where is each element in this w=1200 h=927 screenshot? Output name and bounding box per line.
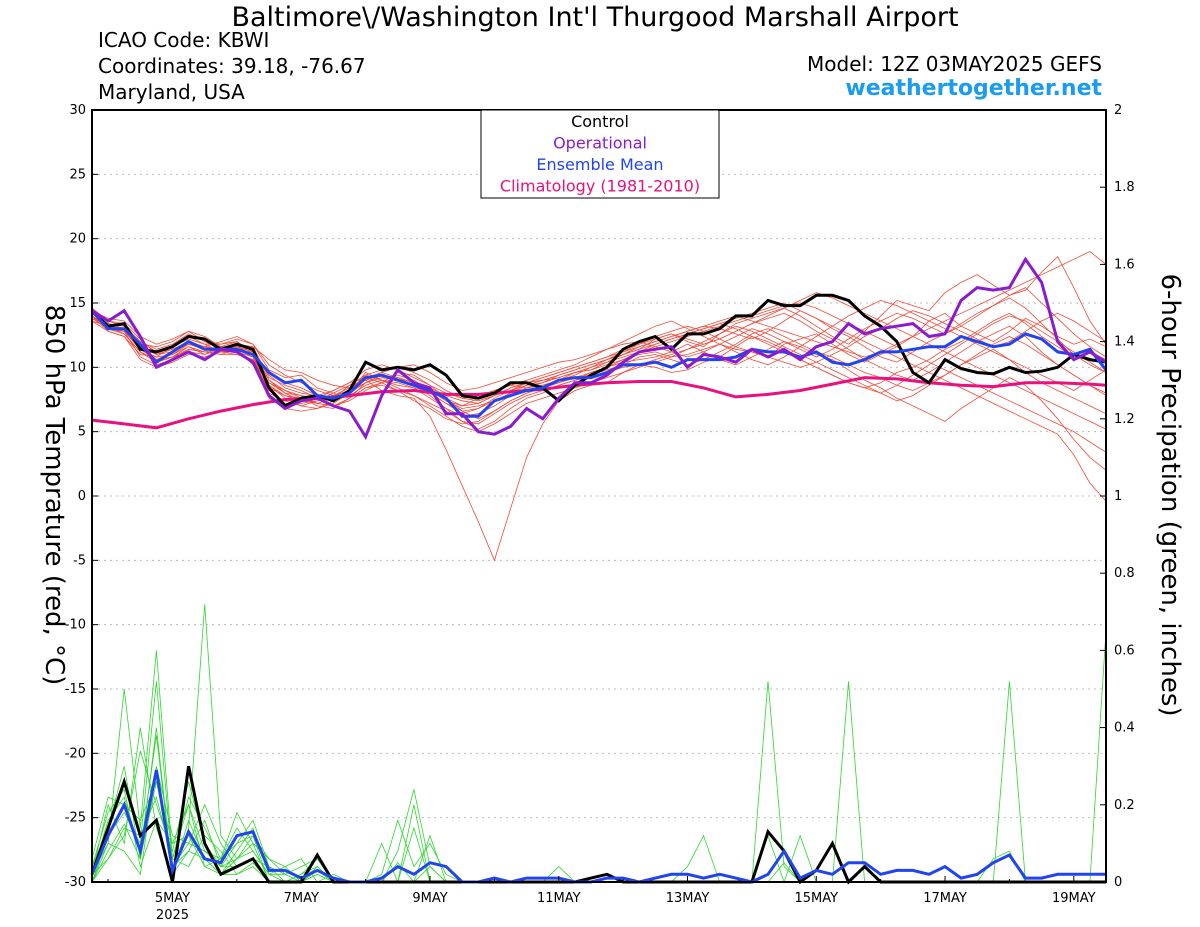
- x-tick-label: 7MAY: [284, 891, 319, 906]
- icao-code: ICAO Code: KBWI: [98, 28, 270, 52]
- y2-tick-label: 0.6: [1114, 643, 1135, 658]
- y2-tick-label: 0: [1114, 875, 1122, 890]
- legend: Control Operational Ensemble Mean Climatolo…: [480, 109, 720, 199]
- right-axis-ticks: 2 1.8 1.6 1.4 1.2 1 0.8 0.6 0.4 0.2 0: [1100, 103, 1135, 890]
- y2-tick-label: 1.2: [1114, 412, 1135, 427]
- y2-tick-label: 1: [1114, 489, 1122, 504]
- y-tick-label: -25: [65, 811, 86, 826]
- precipitation-member-line: [91, 780, 1106, 883]
- temperature-member-line: [91, 310, 1107, 409]
- x-tick-label: 11MAY: [537, 891, 581, 906]
- x-tick-label: 13MAY: [666, 891, 710, 906]
- y-tick-label: 25: [69, 167, 86, 182]
- y-tick-label: -5: [73, 553, 86, 568]
- precipitation-members: [91, 604, 1107, 884]
- y2-tick-label: 1.4: [1114, 335, 1135, 350]
- x-tick-label: 15MAY: [794, 891, 838, 906]
- y2-tick-label: 1.8: [1114, 180, 1135, 195]
- precipitation-member-line: [91, 788, 1106, 883]
- y-tick-label: 10: [69, 360, 86, 375]
- y-tick-label: 15: [69, 296, 86, 311]
- y2-tick-label: 2: [1114, 103, 1122, 118]
- operational-temp-line: [91, 256, 1107, 441]
- chart-title: Baltimore\/Washington Int'l Thurgood Mar…: [231, 2, 959, 33]
- y2-tick-label: 0.8: [1114, 566, 1135, 581]
- x-tick-label: 9MAY: [412, 891, 447, 906]
- x-tick-sublabel: 2025: [156, 908, 189, 923]
- precipitation-member-line: [91, 773, 1106, 884]
- legend-entry: Control: [571, 112, 629, 131]
- y-tick-label: -10: [65, 618, 86, 633]
- x-tick-label: 19MAY: [1052, 891, 1096, 906]
- plot-frame: [91, 109, 1107, 883]
- precipitation-member-line: [91, 650, 1106, 883]
- precipitation-member-line: [91, 727, 1106, 883]
- y-tick-label: -30: [65, 875, 86, 890]
- x-tick-label: 5MAY: [155, 891, 190, 906]
- climatology-line: [91, 376, 1107, 430]
- legend-entry: Climatology (1981-2010): [500, 177, 700, 196]
- left-axis-ticks: 30 25 20 15 10 5 0 -5 -10 -15 -20 -25 -30: [65, 103, 98, 890]
- region: Maryland, USA: [98, 80, 245, 104]
- temperature-member-line: [91, 315, 1107, 471]
- temperature-member-line: [91, 256, 1107, 415]
- precipitation-member-line: [91, 631, 1107, 883]
- legend-entry: Operational: [553, 134, 647, 153]
- y-tick-label: 5: [78, 425, 86, 440]
- mean-temp-line: [90, 309, 1108, 418]
- model-run: Model: 12Z 03MAY2025 GEFS: [807, 52, 1102, 76]
- y2-tick-label: 1.6: [1114, 257, 1135, 272]
- coordinates: Coordinates: 39.18, -76.67: [98, 54, 366, 78]
- y-tick-label: 30: [69, 103, 86, 118]
- y-tick-label: -20: [65, 746, 86, 761]
- precipitation-member-line: [91, 781, 1106, 883]
- y-tick-label: -15: [65, 682, 86, 697]
- y-tick-label: 20: [69, 232, 86, 247]
- control-temp-line: [90, 293, 1107, 408]
- precipitation-member-line: [91, 735, 1106, 883]
- x-tick-label: 17MAY: [923, 891, 967, 906]
- x-axis-ticks: 5MAY 2025 7MAY 9MAY 11MAY 13MAY 15MAY 17MAY 19MA…: [107, 876, 1096, 923]
- brand-link[interactable]: weathertogether.net: [845, 76, 1102, 101]
- y2-axis-label: 6-hour Precipation (green, inches): [1155, 273, 1185, 716]
- y-tick-label: 0: [78, 489, 86, 504]
- main-series: [90, 256, 1108, 885]
- legend-entry: Ensemble Mean: [536, 155, 663, 174]
- y2-tick-label: 0.4: [1114, 721, 1135, 736]
- y-axis-label: 850 hPa Temprature (red, °C): [39, 305, 69, 686]
- mean-precip-line: [90, 769, 1106, 884]
- control-precip-line: [90, 765, 1106, 885]
- legend-box: [480, 109, 720, 199]
- grid-lines: [92, 173, 1106, 819]
- y2-tick-label: 0.2: [1114, 798, 1135, 813]
